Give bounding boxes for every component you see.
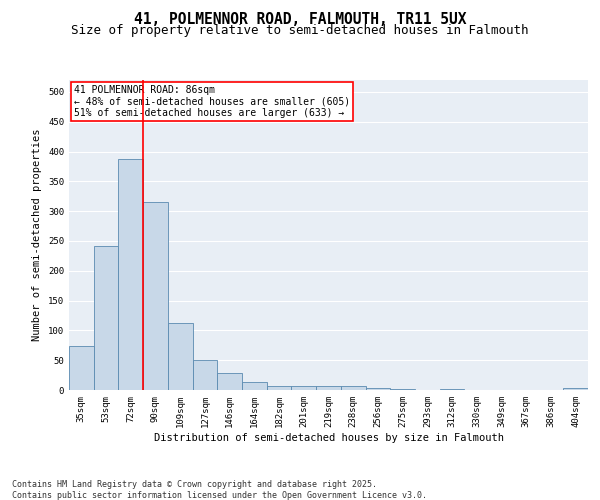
Bar xyxy=(292,386,316,390)
Bar xyxy=(168,322,193,390)
Bar xyxy=(143,202,168,390)
Bar xyxy=(118,158,143,390)
Bar xyxy=(242,382,267,390)
Bar xyxy=(563,388,588,390)
Bar xyxy=(267,386,292,390)
Bar xyxy=(365,388,390,390)
Y-axis label: Number of semi-detached properties: Number of semi-detached properties xyxy=(32,128,43,341)
Bar xyxy=(69,346,94,390)
Text: 41 POLMENNOR ROAD: 86sqm
← 48% of semi-detached houses are smaller (605)
51% of : 41 POLMENNOR ROAD: 86sqm ← 48% of semi-d… xyxy=(74,84,350,118)
Bar xyxy=(94,246,118,390)
Text: 41, POLMENNOR ROAD, FALMOUTH, TR11 5UX: 41, POLMENNOR ROAD, FALMOUTH, TR11 5UX xyxy=(134,12,466,28)
Bar xyxy=(316,386,341,390)
Bar xyxy=(341,386,365,390)
X-axis label: Distribution of semi-detached houses by size in Falmouth: Distribution of semi-detached houses by … xyxy=(154,432,503,442)
Text: Contains HM Land Registry data © Crown copyright and database right 2025.
Contai: Contains HM Land Registry data © Crown c… xyxy=(12,480,427,500)
Bar xyxy=(193,360,217,390)
Bar xyxy=(217,372,242,390)
Text: Size of property relative to semi-detached houses in Falmouth: Size of property relative to semi-detach… xyxy=(71,24,529,37)
